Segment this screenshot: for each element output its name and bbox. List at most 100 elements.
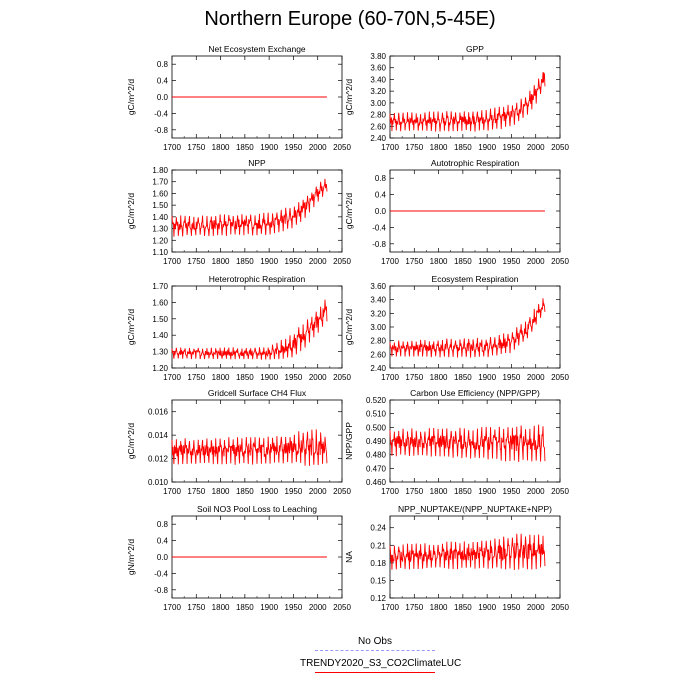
x-tick-label: 2000 [527,603,545,612]
y-tick-label: 0.0 [157,93,169,102]
x-tick-label: 1900 [478,257,496,266]
x-tick-label: 1750 [405,257,423,266]
y-tick-label: 1.70 [152,282,168,291]
x-tick-label: 1900 [478,373,496,382]
x-tick-label: 1800 [212,603,230,612]
x-tick-label: 1850 [454,143,472,152]
y-tick-label: 0.4 [157,77,169,86]
y-tick-label: 0.470 [366,464,387,473]
x-tick-label: 1700 [163,603,181,612]
panel-8: Carbon Use Efficiency (NPP/GPP) 1700 1750 1… [344,388,569,496]
panel-title: Autotrophic Respiration [431,158,520,168]
x-tick-label: 2000 [527,143,545,152]
y-tick-label: -0.4 [154,109,168,118]
panel-6: Ecosystem Respiration 1700 1750 1800 1850 190… [344,274,569,382]
panel-title: Ecosystem Respiration [432,274,519,284]
x-tick-label: 1700 [381,257,399,266]
x-tick-label: 1850 [454,257,472,266]
x-tick-label: 2000 [309,603,327,612]
y-tick-label: 2.80 [370,337,386,346]
legend-line-solid [315,672,435,673]
y-tick-label: 3.60 [370,64,386,73]
y-tick-label: 3.80 [370,52,386,61]
page-title: Northern Europe (60-70N,5-45E) [204,8,496,30]
x-tick-label: 1950 [503,603,521,612]
legend-label: No Obs [358,636,392,647]
y-tick-label: 0.4 [157,537,169,546]
series-line [389,533,546,570]
x-tick-label: 2050 [333,257,351,266]
panel-4: Autotrophic Respiration 1700 1750 1800 1850 1… [344,158,569,266]
x-tick-label: 1900 [478,487,496,496]
y-tick-label: 0.510 [366,410,387,419]
series-line [389,71,546,132]
y-tick-label: 0.014 [148,431,169,440]
y-tick-label: 0.8 [157,520,169,529]
y-tick-label: 0.500 [366,423,387,432]
x-tick-label: 2000 [309,487,327,496]
panel-title: Heterotrophic Respiration [209,274,306,284]
x-tick-label: 1750 [405,487,423,496]
x-tick-label: 1700 [381,487,399,496]
y-tick-label: 1.30 [152,225,168,234]
x-tick-label: 1850 [454,373,472,382]
y-tick-label: 2.40 [370,364,386,373]
y-tick-label: 1.10 [152,248,168,257]
y-tick-label: 1.50 [152,315,168,324]
x-tick-label: 1700 [163,373,181,382]
y-tick-label: 2.40 [370,134,386,143]
x-tick-label: 1700 [163,143,181,152]
y-axis-label: gC/m^2/d [344,79,354,115]
y-axis-label: NPP/GPP [344,422,354,460]
y-tick-label: 3.40 [370,75,386,84]
series-line [171,178,328,237]
x-tick-label: 1850 [236,143,254,152]
x-tick-label: 1800 [212,487,230,496]
x-tick-label: 1750 [187,487,205,496]
legend-item-trendy: TRENDY2020_S3_CO2ClimateLUC [300,658,461,673]
panel-7: Gridcell Surface CH4 Flux 1700 1750 1800 185… [126,388,351,496]
x-tick-label: 1700 [163,487,181,496]
panel-title: NPP_NUPTAKE/(NPP_NUPTAKE+NPP) [398,504,552,514]
x-tick-label: 1850 [236,373,254,382]
y-tick-label: 1.30 [152,348,168,357]
x-tick-label: 1850 [454,603,472,612]
y-tick-label: 0.21 [370,541,386,550]
x-tick-label: 2050 [333,603,351,612]
y-tick-label: 0.520 [366,396,387,405]
x-tick-label: 2000 [527,373,545,382]
x-tick-label: 2000 [527,257,545,266]
x-tick-label: 1900 [478,603,496,612]
y-tick-label: -0.8 [372,240,386,249]
y-tick-label: 1.50 [152,201,168,210]
panel-title: Net Ecosystem Exchange [208,44,306,54]
y-tick-label: 0.12 [370,594,386,603]
y-tick-label: 0.480 [366,451,387,460]
x-tick-label: 1750 [405,143,423,152]
x-tick-label: 1950 [285,143,303,152]
panel-title: GPP [466,44,484,54]
x-tick-label: 1800 [430,373,448,382]
panel-5: Heterotrophic Respiration 1700 1750 1800 185… [126,274,351,382]
x-tick-label: 1900 [260,143,278,152]
x-tick-label: 2000 [309,373,327,382]
x-tick-label: 1950 [285,487,303,496]
x-tick-label: 2000 [309,143,327,152]
y-tick-label: 0.460 [366,478,387,487]
series-line [389,424,546,463]
y-tick-label: 1.70 [152,178,168,187]
x-tick-label: 1750 [187,257,205,266]
y-tick-label: 0.012 [148,455,169,464]
x-tick-label: 2050 [551,373,569,382]
y-tick-label: 3.60 [370,282,386,291]
y-axis-label: gC/m^2/d [344,309,354,345]
y-axis-label: gC/m^2/d [126,309,136,345]
y-tick-label: 3.00 [370,323,386,332]
y-tick-label: 0.010 [148,478,169,487]
x-tick-label: 1750 [187,143,205,152]
x-tick-label: 1950 [503,373,521,382]
y-tick-label: 3.20 [370,309,386,318]
panel-title: Gridcell Surface CH4 Flux [208,388,307,398]
x-tick-label: 1950 [503,143,521,152]
x-tick-label: 2000 [527,487,545,496]
